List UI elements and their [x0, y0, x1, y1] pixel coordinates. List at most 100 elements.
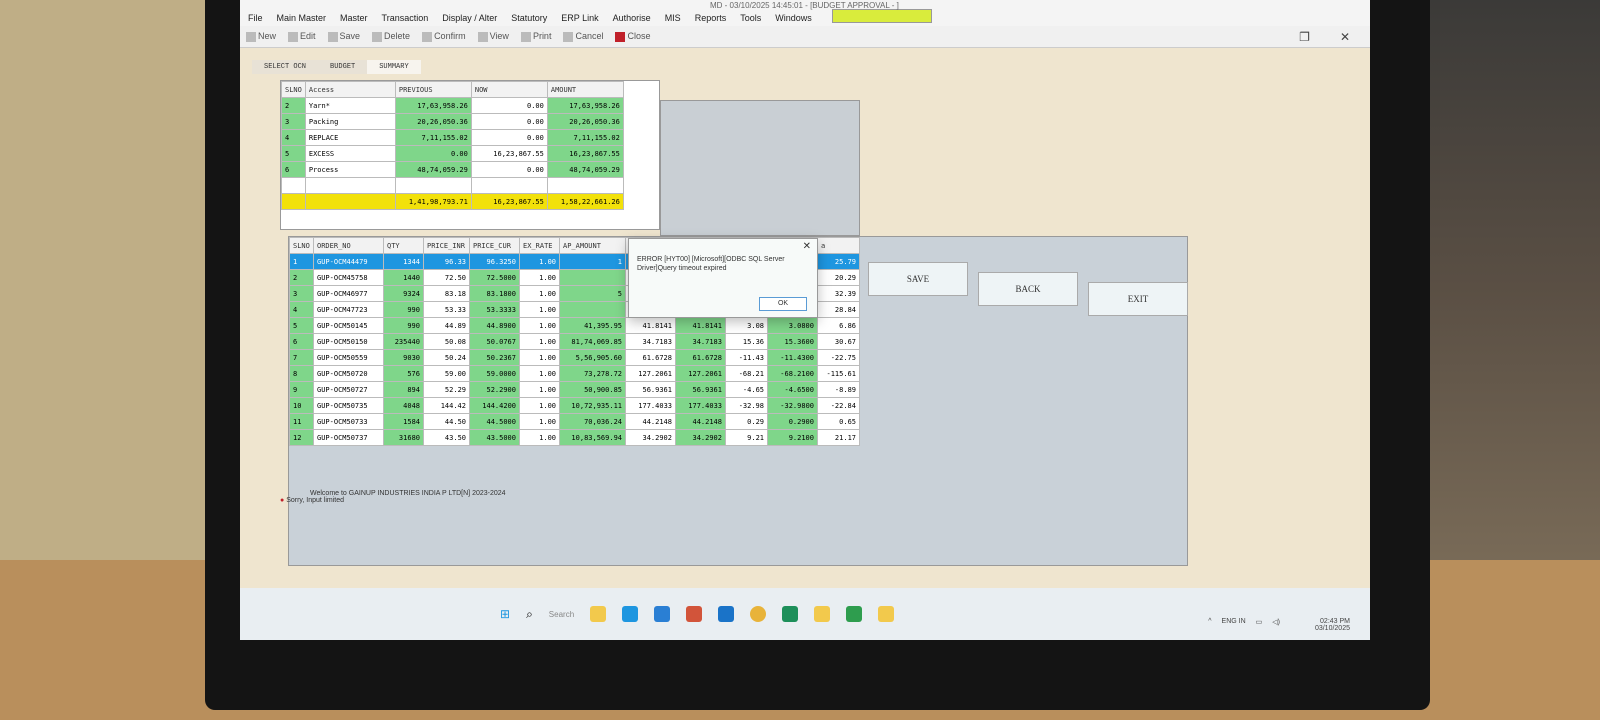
- table-cell[interactable]: -11.4300: [767, 349, 818, 366]
- back-button[interactable]: BACK: [978, 272, 1078, 306]
- folder-icon-2[interactable]: [878, 606, 895, 622]
- table-cell[interactable]: 59.00: [423, 365, 470, 382]
- table-cell[interactable]: 0.00: [470, 129, 548, 146]
- menu-item-authorise[interactable]: Authorise: [612, 13, 651, 23]
- edge-icon[interactable]: [622, 606, 639, 622]
- table-cell[interactable]: 177.4033: [625, 397, 676, 414]
- table-cell[interactable]: 50.2367: [469, 349, 520, 366]
- cancel-button[interactable]: Cancel: [563, 31, 603, 42]
- save-button[interactable]: Save: [327, 31, 360, 42]
- table-cell[interactable]: 16,23,867.55: [546, 145, 624, 162]
- table-cell[interactable]: 21.17: [817, 429, 860, 446]
- table-cell[interactable]: GUP-OCM50737: [313, 429, 384, 446]
- taskbar-search[interactable]: Search: [548, 609, 575, 619]
- table-cell[interactable]: 8: [289, 365, 314, 382]
- table-cell[interactable]: 1.00: [519, 285, 560, 302]
- windows-start-icon[interactable]: ⊞: [500, 607, 511, 621]
- table-cell[interactable]: 59.0000: [469, 365, 520, 382]
- table-cell[interactable]: 20,26,050.36: [394, 113, 472, 130]
- table-cell[interactable]: 9.21: [725, 429, 768, 446]
- table-row[interactable]: 10 GUP-OCM50735 4048 144.42 144.4200 1.00 10,7…: [289, 397, 860, 414]
- menu-item-mis[interactable]: MIS: [664, 13, 681, 23]
- table-cell[interactable]: 3: [289, 285, 314, 302]
- table-cell[interactable]: 83.18: [423, 285, 470, 302]
- table-cell[interactable]: 127.2061: [625, 365, 676, 382]
- table-cell[interactable]: 7,11,155.02: [394, 129, 472, 146]
- table-cell[interactable]: 3.08: [725, 317, 768, 334]
- table-row[interactable]: 6 Process 48,74,059.29 0.00 48,74,059.29: [281, 161, 624, 178]
- column-header[interactable]: PRICE_INR: [423, 237, 470, 254]
- column-header[interactable]: QTY: [383, 237, 424, 254]
- table-cell[interactable]: 1.00: [519, 397, 560, 414]
- table-cell[interactable]: 0.65: [817, 413, 860, 430]
- tab-summary[interactable]: SUMMARY: [367, 60, 421, 74]
- table-row[interactable]: 8 GUP-OCM50720 576 59.00 59.0000 1.00 73,278.7…: [289, 365, 860, 382]
- table-cell[interactable]: 1: [289, 253, 314, 270]
- column-header[interactable]: Access: [304, 81, 396, 98]
- table-cell[interactable]: 41.8141: [675, 317, 726, 334]
- table-cell[interactable]: 4: [289, 301, 314, 318]
- tab-budget[interactable]: BUDGET: [318, 60, 368, 74]
- table-cell[interactable]: 7,11,155.02: [546, 129, 624, 146]
- table-row[interactable]: [281, 177, 624, 194]
- table-cell[interactable]: GUP-OCM45758: [313, 269, 384, 286]
- table-cell[interactable]: 31680: [383, 429, 424, 446]
- table-cell[interactable]: Packing: [304, 113, 396, 130]
- table-cell[interactable]: 12: [289, 429, 314, 446]
- table-cell[interactable]: 15.3600: [767, 333, 818, 350]
- table-cell[interactable]: 53.33: [423, 301, 470, 318]
- table-cell[interactable]: 50.24: [423, 349, 470, 366]
- table-cell[interactable]: 0.00: [394, 145, 472, 162]
- table-cell[interactable]: GUP-OCM50733: [313, 413, 384, 430]
- table-cell[interactable]: 9: [289, 381, 314, 398]
- menu-item-windows[interactable]: Windows: [775, 13, 812, 23]
- table-cell[interactable]: 50.08: [423, 333, 470, 350]
- table-cell[interactable]: 48,74,059.29: [394, 161, 472, 178]
- menu-item-tools[interactable]: Tools: [740, 13, 762, 23]
- table-cell[interactable]: 56.9361: [675, 381, 726, 398]
- table-row[interactable]: 12 GUP-OCM50737 31680 43.50 43.5000 1.00 10,83…: [289, 429, 860, 446]
- table-cell[interactable]: 990: [383, 301, 424, 318]
- table-cell[interactable]: 0.2900: [767, 413, 818, 430]
- table-row[interactable]: 11 GUP-OCM50733 1584 44.50 44.5000 1.00 70,036…: [289, 413, 860, 430]
- table-cell[interactable]: 10: [289, 397, 314, 414]
- outlook-icon[interactable]: [718, 606, 735, 622]
- table-cell[interactable]: 576: [383, 365, 424, 382]
- table-cell[interactable]: GUP-OCM50145: [313, 317, 384, 334]
- table-cell[interactable]: 17,63,958.26: [546, 97, 624, 114]
- table-cell[interactable]: 5: [559, 285, 626, 302]
- table-cell[interactable]: 56.9361: [625, 381, 676, 398]
- table-cell[interactable]: 1.00: [519, 365, 560, 382]
- table-cell[interactable]: 48,74,059.29: [546, 161, 624, 178]
- print-button[interactable]: Print: [520, 31, 551, 42]
- table-cell[interactable]: GUP-OCM50727: [313, 381, 384, 398]
- table-cell[interactable]: 41,395.95: [559, 317, 626, 334]
- column-header[interactable]: SLNO: [281, 81, 306, 98]
- table-cell[interactable]: 1.00: [519, 381, 560, 398]
- table-cell[interactable]: 127.2061: [675, 365, 726, 382]
- table-cell[interactable]: 177.4033: [675, 397, 726, 414]
- table-cell[interactable]: 28.84: [817, 301, 860, 318]
- column-header[interactable]: AP_AMOUNT: [559, 237, 626, 254]
- table-cell[interactable]: [559, 301, 626, 318]
- table-cell[interactable]: 50.0767: [469, 333, 520, 350]
- menu-item-main-master[interactable]: Main Master: [276, 13, 327, 23]
- ok-button[interactable]: OK: [759, 297, 807, 311]
- column-header[interactable]: EX_RATE: [519, 237, 560, 254]
- table-cell[interactable]: -32.98: [725, 397, 768, 414]
- restore-icon[interactable]: ❐: [1299, 30, 1310, 44]
- table-cell[interactable]: GUP-OCM44479: [313, 253, 384, 270]
- table-cell[interactable]: 43.5000: [469, 429, 520, 446]
- table-cell[interactable]: [394, 177, 472, 194]
- table-cell[interactable]: -4.6500: [767, 381, 818, 398]
- column-header[interactable]: SLNO: [289, 237, 314, 254]
- column-header[interactable]: PRICE_CUR: [469, 237, 520, 254]
- table-cell[interactable]: GUP-OCM50735: [313, 397, 384, 414]
- lang-indicator[interactable]: ENG IN: [1221, 618, 1246, 625]
- clock[interactable]: 02:43 PM 03/10/2025: [1315, 618, 1350, 632]
- table-cell[interactable]: 1344: [383, 253, 424, 270]
- table-cell[interactable]: 10,72,935.11: [559, 397, 626, 414]
- table-cell[interactable]: 32.39: [817, 285, 860, 302]
- table-cell[interactable]: GUP-OCM46977: [313, 285, 384, 302]
- save-button[interactable]: SAVE: [868, 262, 968, 296]
